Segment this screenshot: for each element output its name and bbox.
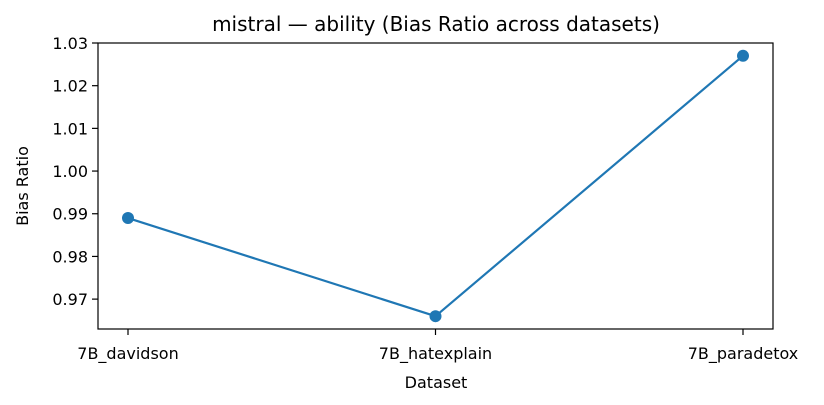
x-tick-label: 7B_davidson bbox=[77, 344, 178, 364]
data-point-7b-davidson bbox=[122, 212, 134, 225]
series-line bbox=[127, 54, 744, 318]
y-tick-label: 0.98 bbox=[52, 247, 88, 266]
data-point-7b-paradetox bbox=[737, 49, 749, 62]
y-tick-label: 0.97 bbox=[52, 290, 88, 309]
series-group bbox=[122, 49, 749, 323]
y-tick-label: 1.02 bbox=[52, 77, 88, 96]
y-tick-label: 0.99 bbox=[52, 205, 88, 224]
y-tick-label: 1.00 bbox=[52, 162, 88, 181]
y-axis-label: Bias Ratio bbox=[13, 146, 32, 226]
x-tick-label: 7B_hatexplain bbox=[379, 344, 492, 364]
y-tick-label: 1.03 bbox=[52, 34, 88, 53]
plot-area-frame bbox=[97, 42, 774, 330]
y-tick-label: 1.01 bbox=[52, 119, 88, 138]
x-axis: 7B_davidson 7B_hatexplain 7B_paradetox bbox=[77, 329, 798, 364]
chart-title: mistral — ability (Bias Ratio across dat… bbox=[212, 12, 660, 36]
y-axis: 0.97 0.98 0.99 1.00 1.01 1.02 1.03 bbox=[52, 34, 98, 309]
data-point-7b-hatexplain bbox=[429, 310, 442, 323]
x-tick-label: 7B_paradetox bbox=[688, 344, 799, 364]
x-axis-label: Dataset bbox=[405, 373, 468, 392]
